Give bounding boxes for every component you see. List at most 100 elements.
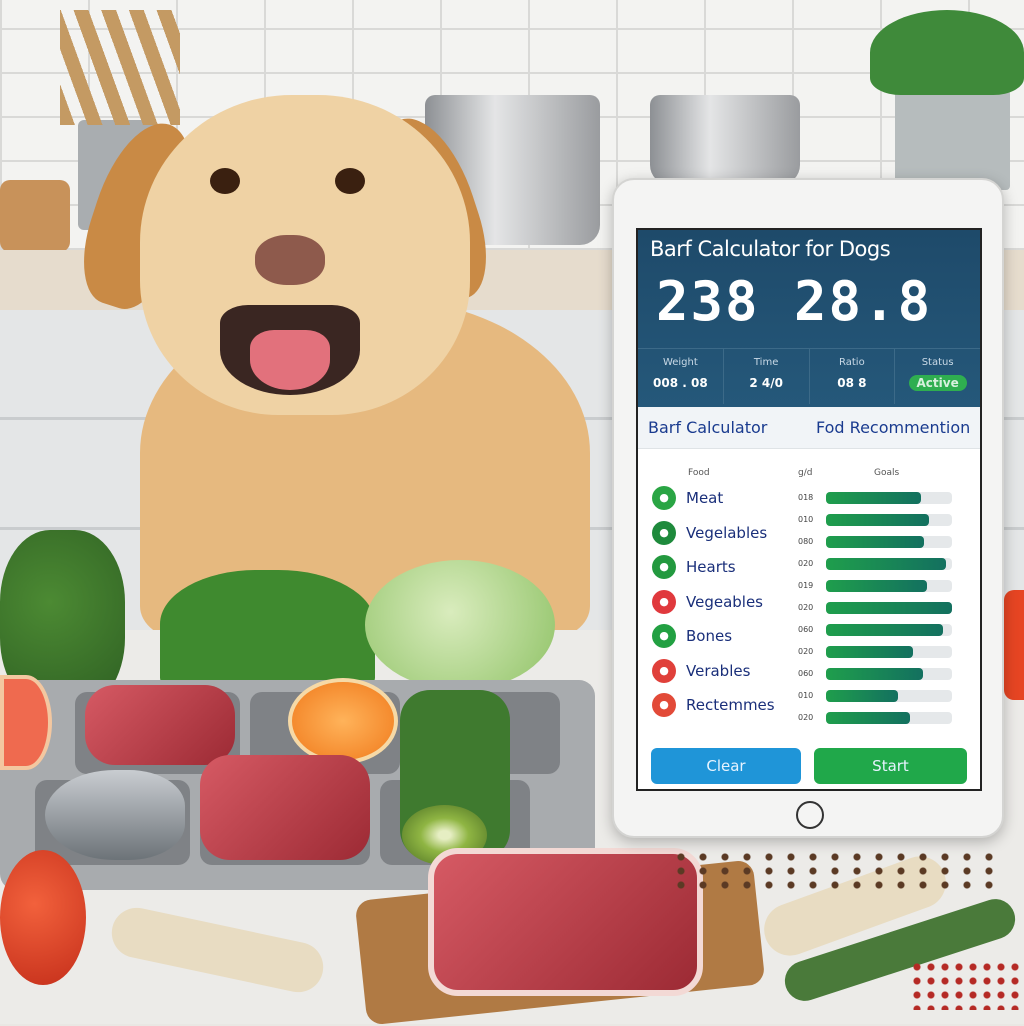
stat-value: 08 8 [837, 376, 867, 390]
raw-steak [200, 755, 370, 860]
section-header: Barf Calculator Fod Recommention [638, 407, 980, 449]
stat-label: Time [753, 357, 779, 368]
amount-value: 060 [798, 625, 814, 634]
food-label: Rectemmes [686, 696, 775, 714]
cooking-pot [650, 95, 800, 185]
status-badge: Active [908, 375, 967, 391]
stat-value: 2 4/0 [749, 376, 783, 390]
progress-fill [826, 624, 944, 636]
amount-value: 019 [798, 581, 814, 590]
dog-eye [335, 168, 365, 194]
column-header-food: Food [688, 468, 710, 478]
peppercorns [910, 960, 1024, 1010]
food-item: ● Meat [652, 486, 782, 510]
parsley [160, 570, 375, 690]
food-icon: ● [652, 658, 676, 683]
orange-slice [288, 678, 398, 764]
amount-value: 018 [798, 493, 814, 502]
food-item: ● Hearts [652, 555, 782, 579]
food-item: ● Verables [652, 658, 782, 683]
amount-value: 080 [798, 537, 814, 546]
food-icon: ● [652, 486, 676, 510]
tablet-screen: Barf Calculator for Dogs 238 28.8 Weight… [636, 228, 982, 791]
progress-fill [826, 690, 898, 702]
progress-bar [826, 690, 952, 702]
food-label: Verables [686, 661, 751, 680]
progress-bar [826, 668, 952, 680]
amount-value: 020 [798, 559, 814, 568]
column-header-goals: Goals [874, 468, 900, 478]
progress-bar [826, 536, 952, 548]
food-label: Vegeables [686, 592, 763, 611]
stat-label: Ratio [839, 357, 865, 368]
progress-fill [826, 536, 925, 548]
progress-bar [826, 602, 952, 614]
stat-ratio: Ratio 08 8 [810, 349, 896, 404]
stat-weight: Weight 008 . 08 [638, 349, 724, 404]
tomato [0, 850, 86, 985]
home-button[interactable] [796, 801, 824, 829]
progress-fill [826, 558, 946, 570]
dog-nose [255, 235, 325, 285]
column-header-amount: g/d [798, 468, 813, 478]
progress-bar [826, 624, 952, 636]
amount-value: 020 [798, 647, 814, 656]
progress-bar [826, 580, 952, 592]
plant [870, 10, 1024, 95]
food-label: Hearts [686, 558, 736, 576]
tablet: Barf Calculator for Dogs 238 28.8 Weight… [612, 178, 1004, 838]
amount-value: 010 [798, 515, 814, 524]
progress-fill [826, 668, 924, 680]
stats-row: Weight 008 . 08 Time 2 4/0 Ratio 08 8 Statu… [638, 348, 980, 404]
progress-bar [826, 492, 952, 504]
kibble [670, 850, 1000, 890]
food-icon: ● [652, 589, 676, 614]
progress-fill [826, 712, 911, 724]
amount-value: 010 [798, 691, 814, 700]
progress-bar [826, 646, 952, 658]
food-icon: ● [652, 555, 676, 579]
result-display: 238 28.8 [656, 270, 933, 333]
ground-meat [85, 685, 235, 765]
cabbage [365, 560, 555, 690]
progress-fill [826, 580, 927, 592]
section-title: Barf Calculator [648, 418, 768, 437]
calculator-header: Barf Calculator for Dogs 238 28.8 Weight… [638, 230, 980, 407]
amount-value: 060 [798, 669, 814, 678]
stat-status: Status Active [895, 349, 980, 404]
bell-pepper [1004, 590, 1024, 700]
section-subtitle: Fod Recommention [816, 418, 971, 437]
food-item: ● Rectemmes [652, 693, 782, 717]
food-icon: ● [652, 624, 676, 648]
amount-value: 020 [798, 713, 814, 722]
food-item: ● Vegeables [652, 589, 782, 614]
progress-fill [826, 602, 952, 614]
stat-label: Status [921, 357, 954, 368]
progress-bar [826, 514, 952, 526]
clear-button[interactable]: Clear [651, 748, 801, 784]
progress-bar [826, 712, 952, 724]
progress-fill [826, 646, 913, 658]
progress-bar [826, 558, 952, 570]
food-icon: ● [652, 520, 676, 545]
stat-time: Time 2 4/0 [724, 349, 810, 404]
progress-fill [826, 492, 921, 504]
food-icon: ● [652, 693, 676, 717]
food-label: Meat [686, 489, 724, 507]
bread [0, 180, 70, 252]
plant-pot [895, 90, 1010, 190]
food-label: Vegelables [686, 523, 768, 542]
stat-label: Weight [662, 357, 698, 368]
stat-value: 008 . 08 [653, 376, 708, 390]
start-button[interactable]: Start [814, 748, 967, 784]
app-title: Barf Calculator for Dogs [650, 237, 891, 261]
dog-tongue [250, 330, 330, 390]
amount-value: 020 [798, 603, 814, 612]
grapefruit-slice [0, 675, 52, 770]
food-item: ● Bones [652, 624, 782, 648]
dog-eye [210, 168, 240, 194]
food-label: Bones [686, 627, 733, 645]
food-item: ● Vegelables [652, 520, 782, 545]
pork-chop [428, 848, 703, 996]
wooden-spoons [60, 10, 180, 125]
